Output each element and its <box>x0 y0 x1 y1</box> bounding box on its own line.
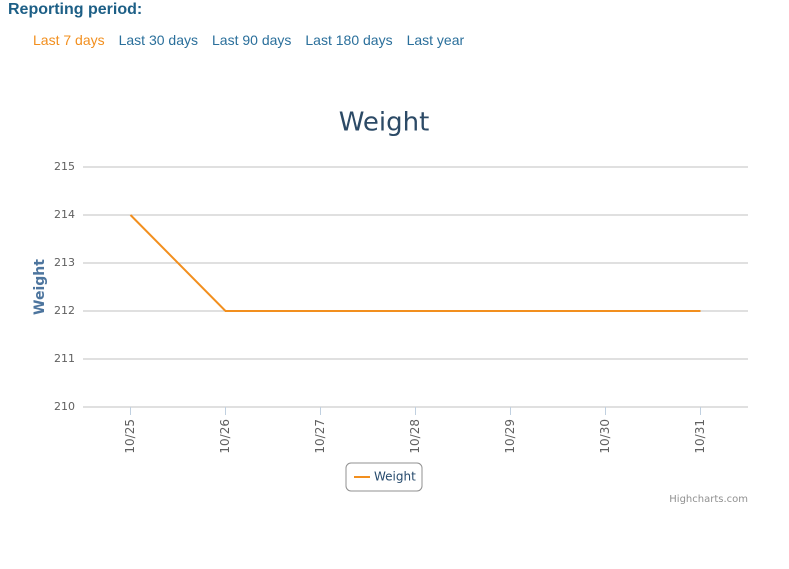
chart-title: Weight <box>339 108 430 138</box>
x-tick-label: 10/28 <box>408 419 422 454</box>
period-link[interactable]: Last 90 days <box>212 32 292 48</box>
x-tick-label: 10/29 <box>503 419 517 454</box>
legend-box <box>345 462 423 492</box>
period-links: Last 7 days Last 30 days Last 90 days Last … <box>33 32 464 48</box>
y-tick-label: 211 <box>54 352 75 365</box>
x-tick-label: 10/26 <box>218 419 232 454</box>
period-link[interactable]: Last 7 days <box>33 32 105 48</box>
period-link[interactable]: Last year <box>406 32 465 48</box>
period-link[interactable]: Last 30 days <box>118 32 198 48</box>
line <box>129 214 701 312</box>
x-tick-label: 10/31 <box>693 419 707 454</box>
y-tick-label: 210 <box>54 400 75 413</box>
y-axis-label: Weight <box>32 259 48 315</box>
x-tick-label: 10/27 <box>313 419 327 454</box>
y-tick-label: 215 <box>54 160 75 173</box>
legend-label: Weight <box>374 470 416 484</box>
y-tick-label: 212 <box>54 304 75 317</box>
credits: Highcharts.com <box>669 494 748 505</box>
period-link[interactable]: Last 180 days <box>305 32 393 48</box>
x-tick-label: 10/25 <box>123 419 137 454</box>
header-title: Reporting period: <box>8 1 143 18</box>
x-tick-label: 10/30 <box>598 419 612 454</box>
y-tick-label: 213 <box>54 256 75 269</box>
y-tick-label: 214 <box>54 208 75 221</box>
